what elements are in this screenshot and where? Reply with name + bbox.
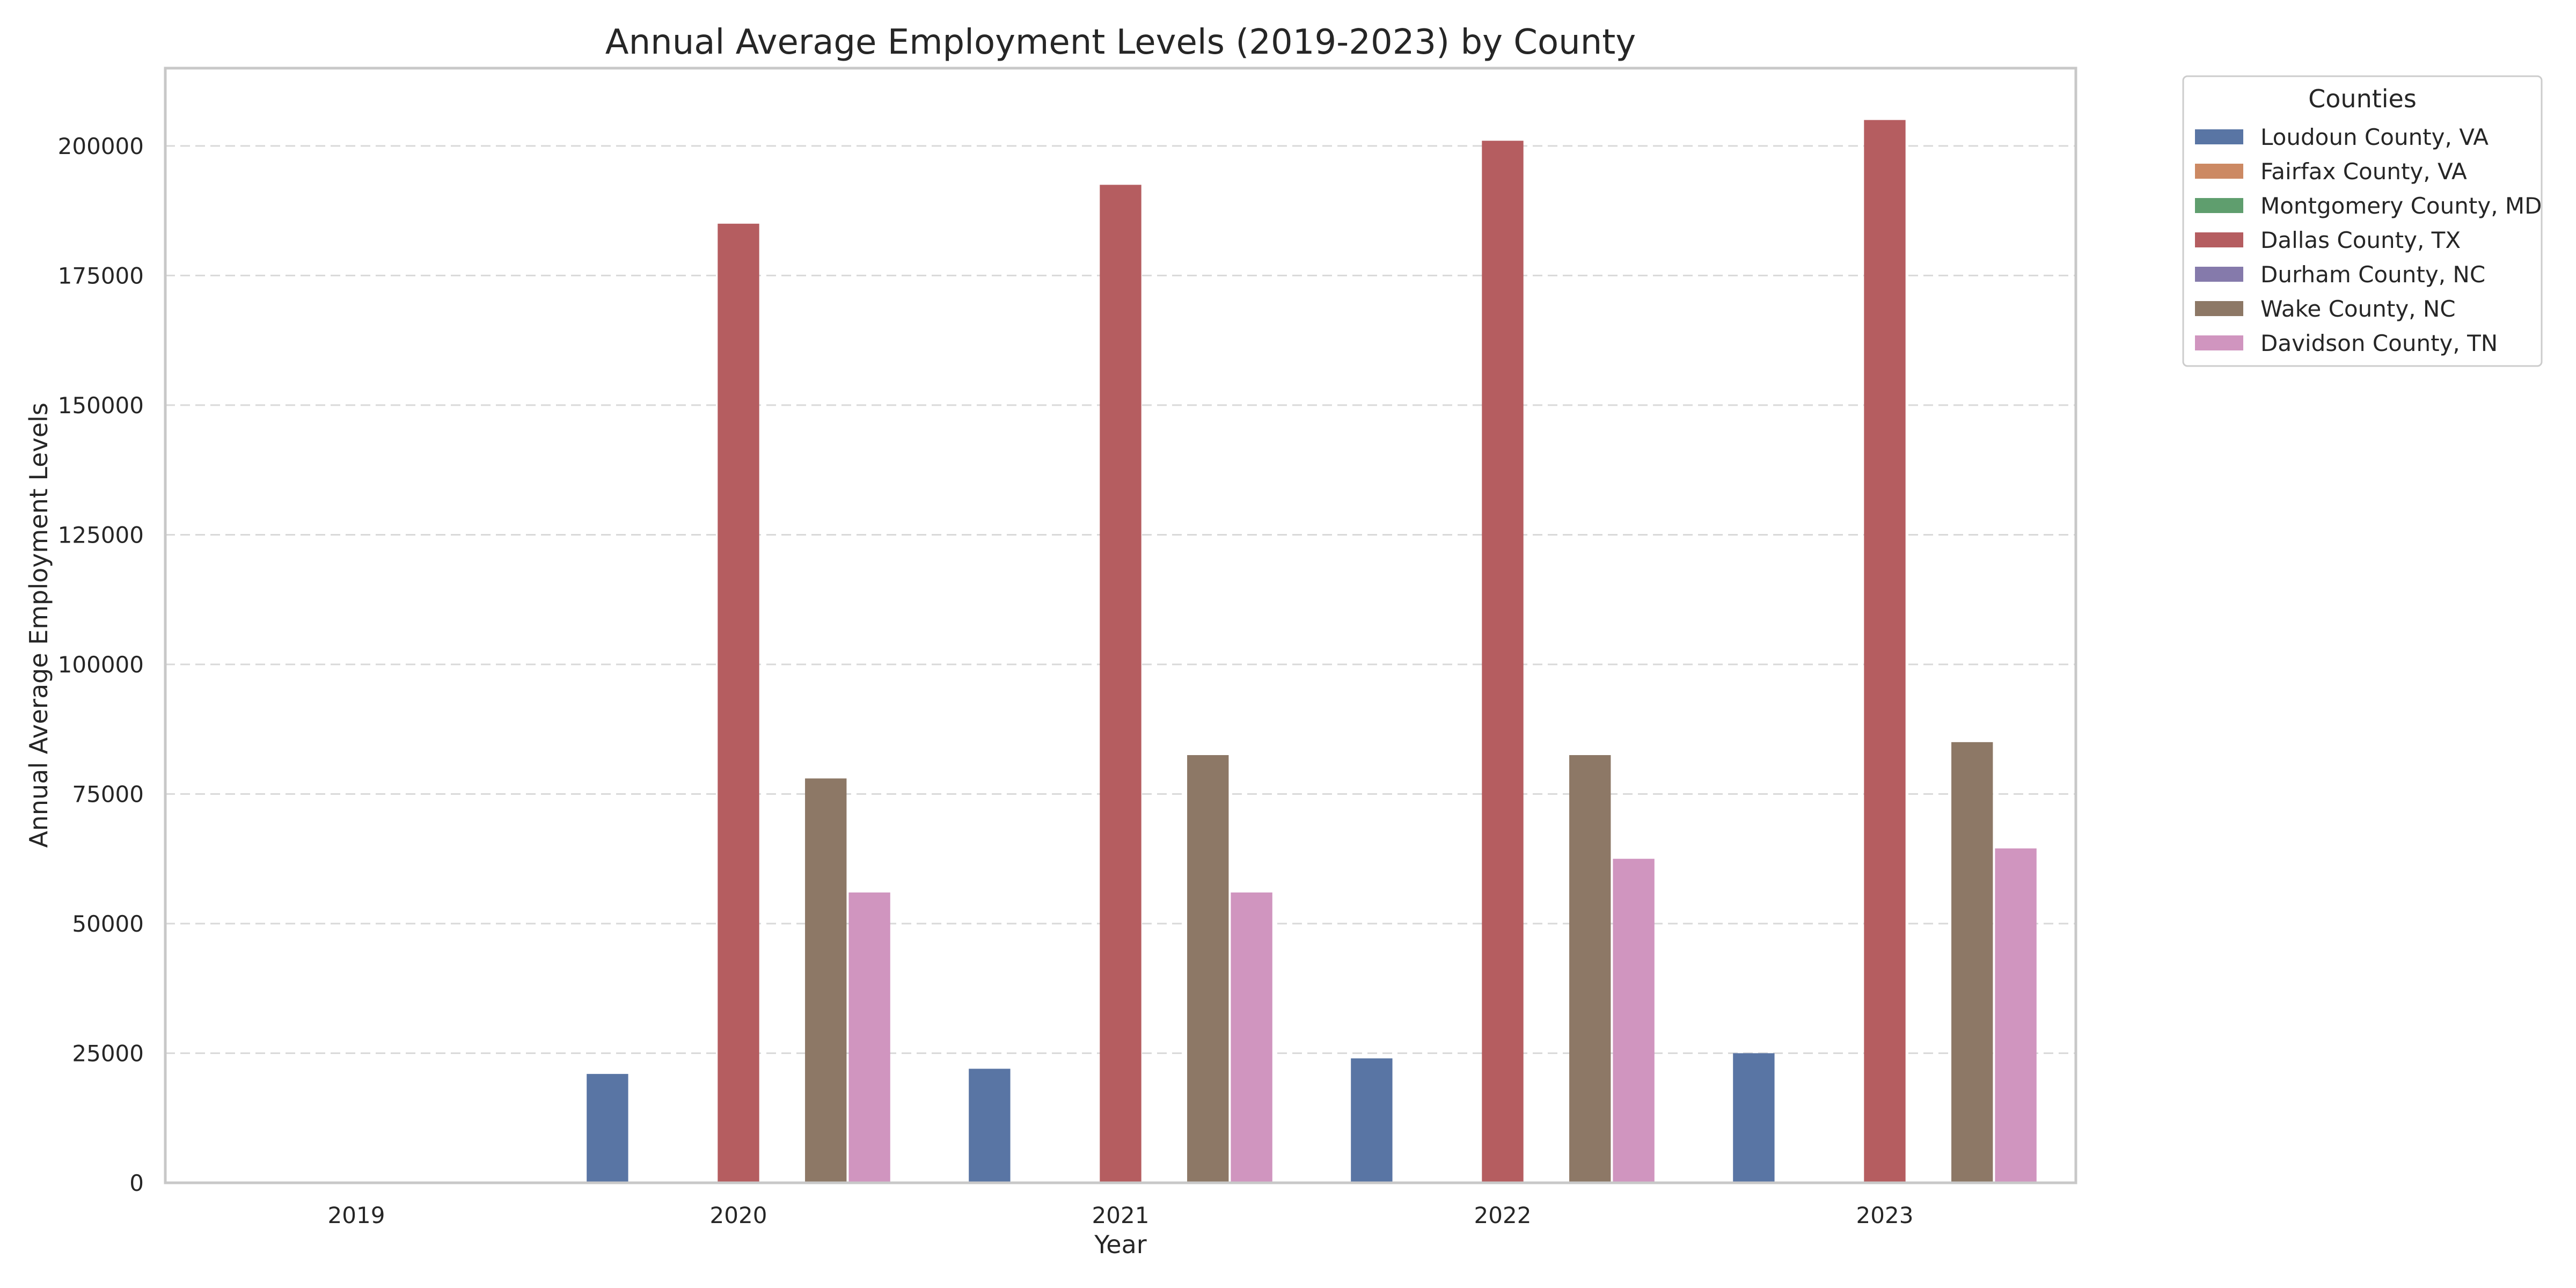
chart-title: Annual Average Employment Levels (2019-2…: [605, 23, 1636, 62]
bar: [1100, 185, 1141, 1183]
y-tick-label: 0: [129, 1170, 144, 1196]
x-tick-label: 2023: [1856, 1202, 1914, 1228]
bar: [1995, 848, 2037, 1183]
legend-label: Dallas County, TX: [2260, 227, 2461, 253]
x-axis-label: Year: [1094, 1230, 1146, 1259]
x-tick-label: 2020: [710, 1202, 767, 1228]
legend: Counties Loudoun County, VA Fairfax Count…: [2182, 75, 2543, 367]
y-tick-label: 125000: [58, 522, 144, 548]
bar: [848, 892, 890, 1183]
legend-label: Wake County, NC: [2260, 296, 2456, 322]
y-tick-label: 200000: [58, 133, 144, 159]
bar: [1231, 892, 1272, 1183]
bar: [1733, 1053, 1775, 1183]
plot-frame: [164, 67, 2077, 1184]
bar: [1864, 120, 1906, 1183]
bar: [805, 778, 847, 1183]
legend-swatch: [2195, 129, 2243, 144]
legend-swatch: [2195, 267, 2243, 282]
legend-swatch: [2195, 198, 2243, 213]
legend-swatch: [2195, 335, 2243, 350]
y-axis-label: Annual Average Employment Levels: [24, 402, 53, 848]
bar: [1569, 755, 1611, 1183]
legend-swatch: [2195, 232, 2243, 247]
x-tick-label: 2019: [328, 1202, 385, 1228]
legend-label: Durham County, NC: [2260, 261, 2485, 288]
y-ticks: 0 25000 50000 75000 100000 125000 150000 175000…: [58, 133, 144, 1196]
bar: [1351, 1058, 1393, 1183]
x-ticks: 2019 2020 2021 2022 2023: [328, 1202, 1914, 1228]
legend-label: Montgomery County, MD: [2260, 193, 2542, 219]
bar: [587, 1074, 628, 1183]
bar: [1613, 859, 1655, 1183]
legend-title: Counties: [2308, 84, 2417, 113]
bar: [969, 1069, 1011, 1183]
y-tick-label: 75000: [72, 781, 144, 807]
x-tick-label: 2021: [1092, 1202, 1150, 1228]
legend-label: Fairfax County, VA: [2260, 158, 2467, 185]
legend-box: [2182, 75, 2543, 367]
bar: [1482, 141, 1524, 1183]
x-tick-label: 2022: [1474, 1202, 1532, 1228]
legend-label: Davidson County, TN: [2260, 330, 2498, 356]
y-tick-label: 150000: [58, 392, 144, 419]
bar: [1187, 755, 1229, 1183]
bars-layer: [587, 120, 2037, 1183]
legend-label: Loudoun County, VA: [2260, 124, 2489, 150]
legend-items: Loudoun County, VA Fairfax County, VA Mont…: [2195, 124, 2542, 356]
y-tick-label: 100000: [58, 652, 144, 678]
legend-swatch: [2195, 164, 2243, 179]
y-tick-label: 175000: [58, 262, 144, 289]
bar: [718, 223, 759, 1183]
legend-swatch: [2195, 301, 2243, 316]
y-tick-label: 25000: [72, 1040, 144, 1066]
bar: [1951, 742, 1993, 1183]
y-tick-label: 50000: [72, 911, 144, 937]
